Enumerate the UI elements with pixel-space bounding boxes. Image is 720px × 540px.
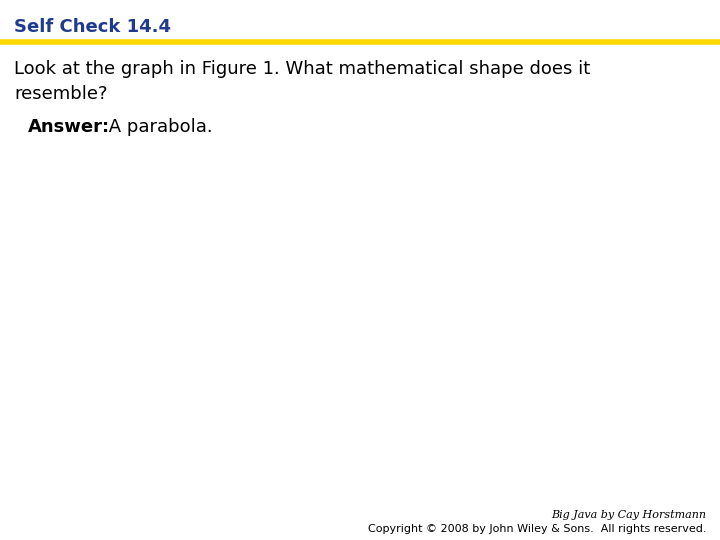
Text: A parabola.: A parabola. bbox=[103, 118, 212, 136]
Text: Self Check 14.4: Self Check 14.4 bbox=[14, 18, 171, 36]
Text: Big Java by Cay Horstmann: Big Java by Cay Horstmann bbox=[551, 510, 706, 520]
Text: Copyright © 2008 by John Wiley & Sons.  All rights reserved.: Copyright © 2008 by John Wiley & Sons. A… bbox=[367, 524, 706, 534]
Text: Answer:: Answer: bbox=[28, 118, 110, 136]
Text: Look at the graph in Figure 1. What mathematical shape does it
resemble?: Look at the graph in Figure 1. What math… bbox=[14, 60, 590, 103]
